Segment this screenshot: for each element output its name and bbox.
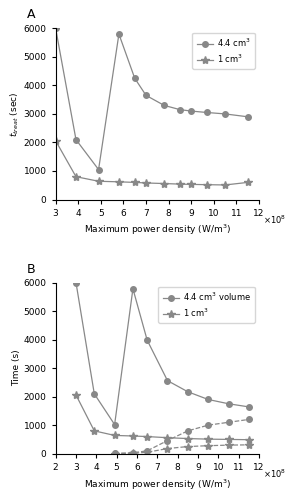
Y-axis label: $t_{treat}$ (sec): $t_{treat}$ (sec) (8, 92, 21, 136)
Legend: 4.4 cm$^3$ volume, 1 cm$^3$: 4.4 cm$^3$ volume, 1 cm$^3$ (158, 286, 255, 323)
Text: A: A (27, 8, 36, 22)
Legend: 4.4 cm$^3$, 1 cm$^3$: 4.4 cm$^3$, 1 cm$^3$ (192, 32, 255, 69)
X-axis label: Maximum power density (W/m$^3$): Maximum power density (W/m$^3$) (84, 223, 231, 238)
Text: $\times10^8$: $\times10^8$ (263, 468, 286, 480)
Text: B: B (27, 262, 36, 276)
Text: $\times10^8$: $\times10^8$ (263, 213, 286, 226)
X-axis label: Maximum power density (W/m$^3$): Maximum power density (W/m$^3$) (84, 478, 231, 492)
Y-axis label: Time (s): Time (s) (12, 350, 21, 387)
